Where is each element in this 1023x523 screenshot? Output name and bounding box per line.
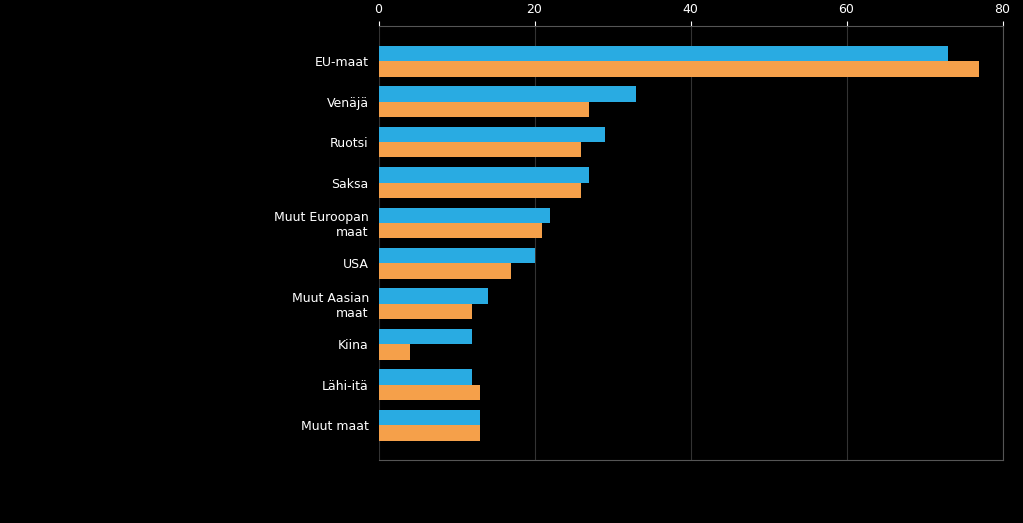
- Bar: [379, 208, 550, 223]
- Bar: [379, 344, 409, 360]
- Bar: [379, 369, 473, 385]
- Bar: [379, 289, 488, 304]
- Bar: [379, 248, 534, 264]
- Bar: [379, 425, 480, 440]
- Bar: [379, 61, 979, 76]
- Bar: [379, 46, 948, 61]
- Bar: [379, 385, 480, 400]
- Bar: [379, 410, 480, 425]
- Bar: [379, 304, 473, 319]
- Bar: [379, 183, 581, 198]
- Bar: [379, 223, 542, 238]
- Bar: [379, 167, 589, 183]
- Bar: [379, 329, 473, 344]
- Bar: [379, 127, 605, 142]
- Bar: [379, 86, 636, 101]
- Bar: [379, 101, 589, 117]
- Bar: [379, 142, 581, 157]
- Bar: [379, 264, 512, 279]
